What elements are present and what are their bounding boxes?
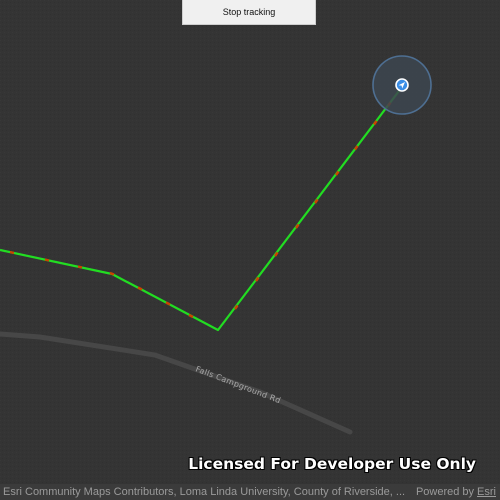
track-marker <box>137 286 143 291</box>
current-location[interactable] <box>372 55 432 115</box>
track-marker <box>44 258 50 262</box>
developer-license-watermark: Licensed For Developer Use Only <box>188 455 476 473</box>
track-marker <box>354 145 359 151</box>
esri-link[interactable]: Esri <box>477 486 496 498</box>
track-marker <box>165 301 171 306</box>
track-line <box>0 86 403 332</box>
attribution-bar[interactable]: Esri Community Maps Contributors, Loma L… <box>0 484 500 500</box>
navigation-arrow-icon <box>398 82 405 89</box>
road-falls-campground <box>0 331 353 435</box>
track-marker <box>109 271 115 276</box>
attribution-text[interactable]: Esri Community Maps Contributors, Loma L… <box>3 486 406 498</box>
track-markers <box>9 101 392 319</box>
track-marker <box>314 198 319 204</box>
track-marker <box>373 120 378 126</box>
track-marker <box>77 265 83 269</box>
track-marker <box>234 304 239 310</box>
track-marker <box>255 276 260 282</box>
track-marker <box>335 170 340 176</box>
track-marker <box>9 250 15 255</box>
powered-by: Powered by Esri <box>416 486 496 498</box>
stop-tracking-button[interactable]: Stop tracking <box>182 0 316 25</box>
track-marker <box>274 251 279 257</box>
track-marker <box>188 313 194 319</box>
powered-by-label: Powered by <box>415 486 475 498</box>
track-marker <box>295 223 300 229</box>
